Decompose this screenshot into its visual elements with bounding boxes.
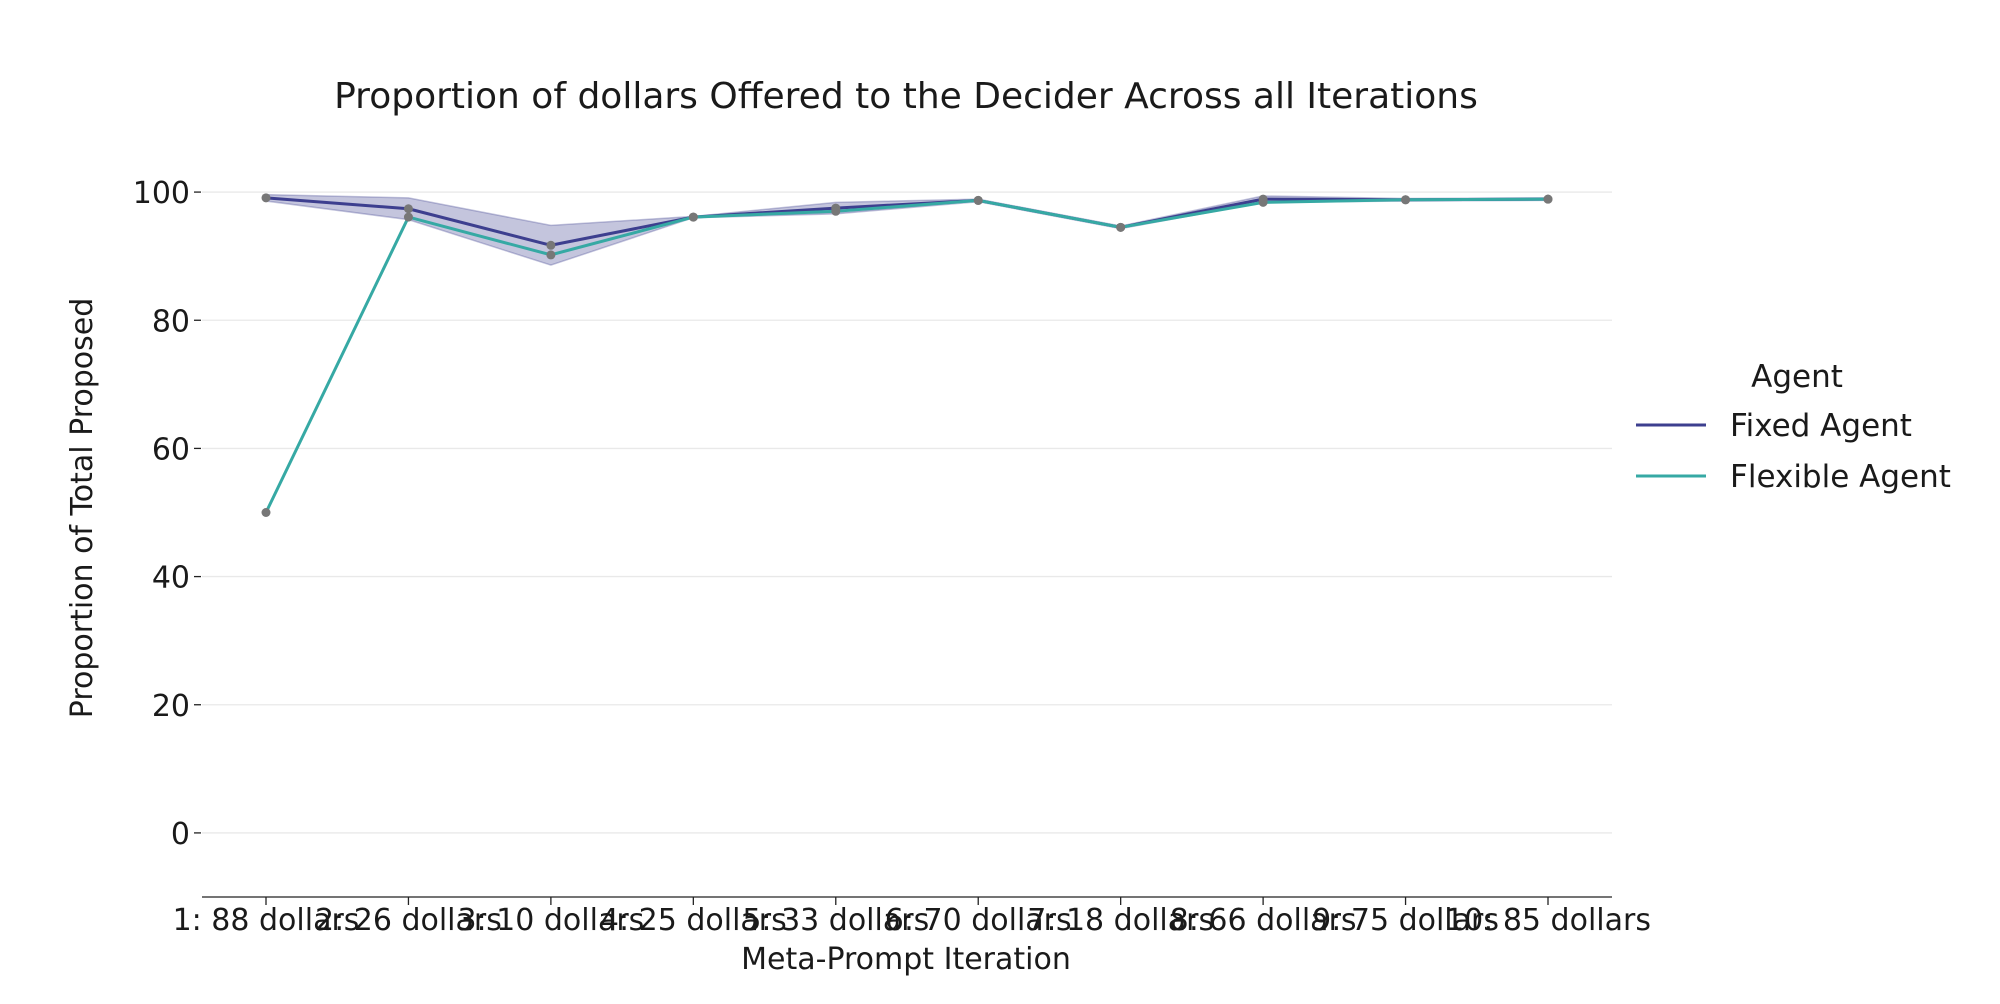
y-tick-label-60: 60 <box>152 432 190 467</box>
y-tick-label-20: 20 <box>152 689 190 724</box>
legend: Agent Fixed Agent Flexible Agent <box>1636 359 1951 495</box>
data-point-s2-7 <box>1116 222 1126 232</box>
grid-layer <box>202 191 1612 834</box>
x-tick-label-2: 2: 26 dollars <box>315 903 502 938</box>
x-tick-label-1: 1: 88 dollars <box>173 903 360 938</box>
data-point-s2-8 <box>1258 197 1268 207</box>
chart-title: Proportion of dollars Offered to the Dec… <box>334 76 1478 117</box>
data-point-s2-3 <box>546 250 556 260</box>
y-tick-label-100: 100 <box>133 176 190 211</box>
legend-items: Fixed Agent Flexible Agent <box>1636 408 1951 495</box>
y-axis-title: Proportion of Total Proposed <box>65 298 100 719</box>
data-point-s1-2 <box>403 204 413 214</box>
x-tick-label-10: 10: 85 dollars <box>1445 903 1651 938</box>
data-point-s2-4 <box>688 212 698 222</box>
data-point-s2-5 <box>831 206 841 216</box>
x-tick-label-4: 4: 25 dollars <box>600 903 787 938</box>
x-tick-label-7: 7: 18 dollars <box>1027 903 1214 938</box>
y-tick-label-80: 80 <box>152 304 190 339</box>
data-point-s2-9 <box>1401 195 1411 205</box>
x-tick-label-5: 5: 33 dollars <box>742 903 929 938</box>
legend-item-2: Flexible Agent <box>1636 459 1951 495</box>
data-point-s1-3 <box>546 240 556 250</box>
legend-label-2: Flexible Agent <box>1730 459 1951 495</box>
x-axis-title: Meta-Prompt Iteration <box>741 942 1071 977</box>
series-line-layer <box>264 196 1549 514</box>
series-line-2 <box>264 197 1549 514</box>
data-point-s2-1 <box>261 508 271 517</box>
y-tick-label-40: 40 <box>152 561 190 596</box>
y-tick-label-0: 0 <box>171 817 190 852</box>
data-point-s1-1 <box>261 193 271 203</box>
x-tick-label-3: 3: 10 dollars <box>457 903 644 938</box>
series-line-1 <box>265 196 1549 247</box>
data-point-layer <box>261 193 1553 517</box>
data-point-s2-6 <box>973 195 983 205</box>
legend-title: Agent <box>1751 359 1843 395</box>
data-point-s2-2 <box>403 212 413 222</box>
x-tick-label-8: 8: 66 dollars <box>1170 903 1357 938</box>
legend-label-1: Fixed Agent <box>1730 408 1912 444</box>
x-tick-label-9: 9: 75 dollars <box>1312 903 1499 938</box>
legend-item-1: Fixed Agent <box>1636 408 1912 444</box>
x-tick-label-6: 6: 70 dollars <box>885 903 1072 938</box>
data-point-s2-10 <box>1543 194 1553 204</box>
